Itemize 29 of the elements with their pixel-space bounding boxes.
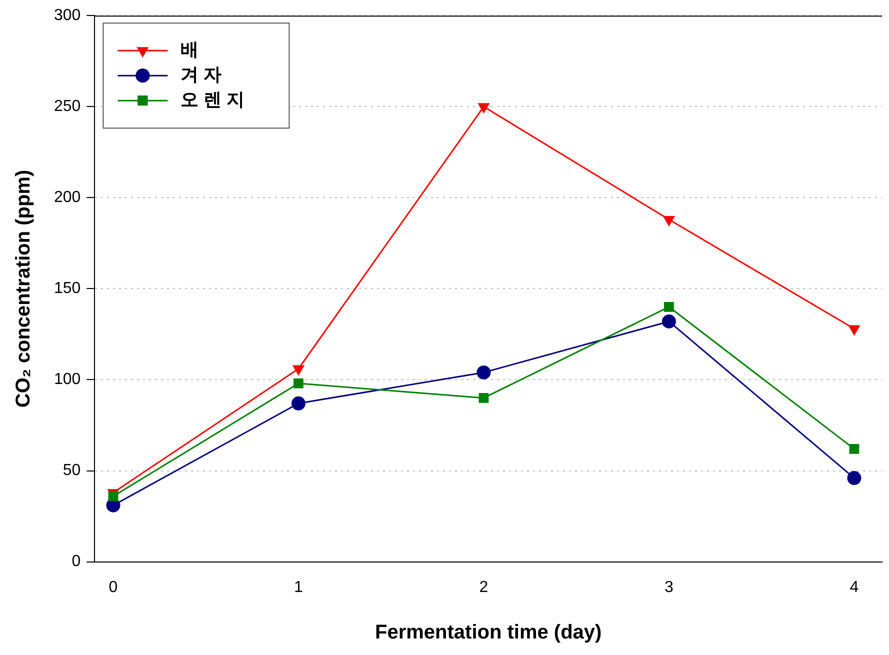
x-axis-title: Fermentation time (day): [374, 622, 602, 644]
point: [662, 216, 676, 227]
point: [476, 365, 491, 380]
point: [847, 471, 862, 486]
x-tick-label: 3: [664, 578, 674, 596]
point: [848, 325, 860, 336]
y-tick-label: 250: [54, 98, 81, 116]
point: [292, 365, 305, 376]
y-tick-label: 200: [54, 189, 81, 206]
y-tick-label: 150: [54, 280, 81, 298]
legend-label: 겨 자: [180, 64, 222, 85]
y-tick-label: 300: [54, 7, 81, 24]
x-tick-label: 4: [850, 578, 859, 596]
point: [849, 444, 860, 454]
y-tick-label: 100: [54, 371, 81, 388]
y-axis-title: CO₂ concentration (ppm): [12, 170, 35, 408]
point: [662, 314, 676, 328]
x-tick-label: 2: [479, 578, 488, 596]
legend-label: 오 렌 지: [180, 90, 245, 110]
point: [478, 103, 490, 114]
x-tick-label: 0: [108, 578, 118, 596]
y-tick-label: 50: [62, 462, 81, 480]
point: [294, 378, 304, 388]
point: [478, 392, 489, 403]
point: [291, 396, 306, 410]
y-tick-label: 0: [72, 553, 81, 570]
point: [664, 302, 674, 312]
legend-label: 배: [180, 40, 199, 60]
x-tick-label: 1: [294, 578, 304, 596]
